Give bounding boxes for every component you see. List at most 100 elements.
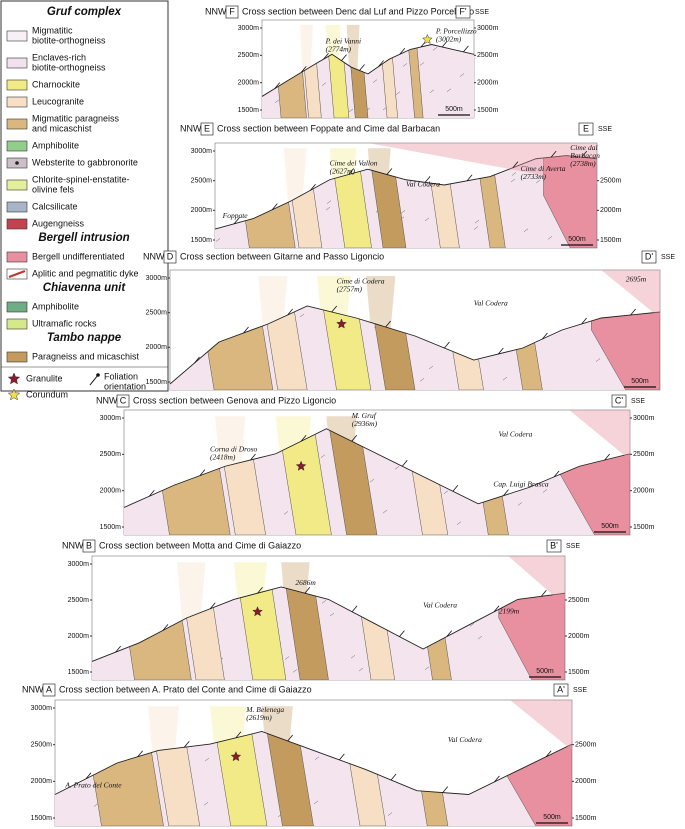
place-label: M. Gruf [351, 411, 377, 420]
foliation-symbol [89, 374, 99, 386]
rock-body [147, 731, 201, 826]
elevation-label: 3000m [31, 705, 53, 712]
foliation [243, 326, 249, 334]
foliation [390, 773, 397, 781]
section-letter: D' [645, 251, 653, 261]
letter-box [611, 394, 627, 408]
place-label: Corna di Droso [210, 445, 257, 454]
legend-label: Foliation [104, 371, 138, 381]
elevation-label: 1500m [600, 237, 622, 244]
rock-body [325, 44, 350, 118]
place-label: Cime del Vallon [330, 159, 378, 168]
foliation [378, 60, 384, 67]
texture [274, 99, 280, 104]
texture [432, 47, 438, 51]
foliation [545, 750, 552, 757]
foliation [341, 54, 347, 61]
place-label: Foppate [222, 211, 249, 220]
legend-group-title: Tambo nappe [47, 332, 122, 344]
letter-box [42, 683, 56, 697]
foliation [493, 605, 500, 613]
foliation [401, 459, 408, 467]
legend-swatch [6, 96, 28, 108]
foliation [199, 469, 206, 476]
foliation [323, 52, 329, 60]
letter-box [546, 539, 562, 553]
texture [443, 490, 449, 494]
elevation-label: 2500m [575, 742, 597, 749]
section-letter: F' [459, 6, 466, 16]
place-label: (2738m) [570, 159, 596, 168]
rock-body [378, 44, 398, 118]
direction: SSE [573, 687, 587, 694]
rock-body [176, 587, 225, 680]
legend-label: Amphibolite [32, 301, 79, 311]
legend-label: olivine fels [32, 184, 75, 194]
foliation [257, 586, 263, 594]
section-letter: E [583, 123, 589, 133]
rock-body [257, 306, 308, 390]
foliation [444, 341, 450, 349]
texture [348, 108, 354, 113]
elevation-label: 1500m [191, 237, 213, 244]
bergell-projection [601, 270, 660, 318]
rock-body [326, 428, 378, 535]
section-letter: B' [550, 540, 558, 550]
texture [204, 757, 210, 762]
foliation [424, 176, 431, 183]
bergell-projection [569, 410, 630, 460]
letter-box [163, 250, 177, 264]
texture [502, 376, 508, 381]
cross-section: NNW E Cross section between Foppate and Ci… [180, 122, 622, 249]
legend-group-title: Chiavenna unit [43, 282, 127, 294]
elevation-label: 2500m [146, 310, 168, 317]
elevation-label: 2500m [100, 451, 122, 458]
foliation [441, 40, 448, 48]
texture [326, 200, 332, 204]
legend-label: biotite-orthogneiss [32, 35, 106, 45]
legend-swatch [6, 30, 28, 42]
place-label: Val Codera [474, 298, 508, 307]
texture [387, 812, 393, 816]
section-letter: D [167, 251, 174, 261]
legend-label: Ultramafic rocks [32, 318, 97, 328]
projected-body [346, 24, 360, 79]
place-label: Cap. Luigi Brasca [493, 480, 548, 489]
texture [321, 82, 327, 86]
section-letter: A' [557, 684, 565, 694]
elevation-label: 1500m [146, 379, 168, 386]
letter-box [82, 539, 96, 553]
foliation [542, 332, 548, 340]
direction: NNW [143, 251, 165, 261]
texture [325, 206, 331, 211]
foliation [446, 630, 453, 637]
topography [261, 44, 475, 97]
foliation [115, 645, 121, 653]
foliation [148, 489, 155, 497]
direction: NNW [62, 540, 84, 550]
star-symbol [230, 751, 242, 762]
scale-label: 500m [631, 378, 649, 385]
letter-box [553, 683, 569, 697]
section-title: Cross section between Genova and Pizzo L… [133, 395, 336, 405]
foliation [300, 66, 307, 73]
place-label: (2619m) [246, 713, 272, 722]
foliation [604, 453, 611, 461]
texture [329, 612, 335, 617]
star-symbol [336, 318, 347, 329]
elevation-label: 2000m [31, 778, 53, 785]
legend-label: Bergell undifferentiated [32, 251, 124, 261]
elevation-label: 2000m [575, 778, 597, 785]
texture [372, 79, 378, 83]
texture [456, 521, 462, 525]
texture [446, 88, 452, 92]
foliation [331, 305, 338, 313]
star-symbol [7, 372, 21, 385]
legend-dyke [8, 269, 26, 279]
texture [170, 267, 174, 270]
direction: NNW [96, 395, 118, 405]
texture [284, 656, 290, 660]
direction: SSE [661, 254, 675, 261]
texture [595, 358, 601, 362]
